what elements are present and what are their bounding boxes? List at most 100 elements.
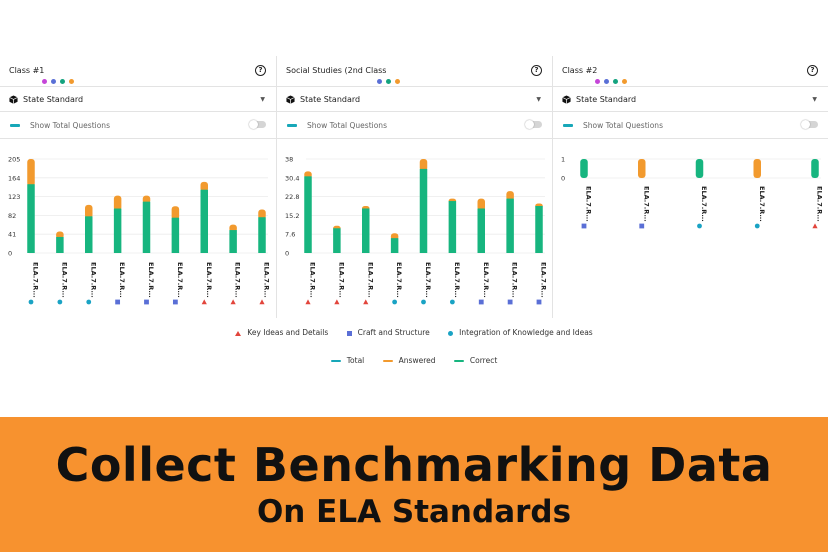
legend-correct[interactable]: Correct	[453, 356, 498, 365]
chevron-down-icon: ▼	[536, 96, 541, 103]
line-icon	[382, 359, 393, 363]
y-tick-label: 30.4	[285, 174, 299, 182]
bar-correct	[448, 201, 457, 253]
line-icon	[453, 359, 464, 363]
bar-answered	[753, 159, 761, 178]
bar-answered	[258, 209, 266, 220]
panel-class-1: Class #1 ? State Standard ▼ Show Total Q…	[0, 56, 277, 318]
class-color-dots	[595, 69, 631, 88]
x-tick-label: ELA.7.R...	[700, 186, 708, 222]
circle-marker	[421, 299, 426, 305]
color-dot	[42, 79, 47, 84]
standard-selector[interactable]: State Standard ▼	[0, 87, 276, 112]
square-marker	[581, 223, 587, 229]
legend-craft-structure[interactable]: Craft and Structure	[346, 328, 430, 337]
triangle-marker	[812, 223, 818, 229]
legend-answered[interactable]: Answered	[382, 356, 436, 365]
help-icon[interactable]: ?	[807, 65, 818, 76]
panel-title: Class #2	[562, 66, 598, 75]
y-tick-label: 0	[285, 250, 289, 258]
panel-header: Class #1 ?	[0, 56, 276, 87]
panel-header: Class #2 ?	[553, 56, 828, 87]
panel-social-studies: Social Studies (2nd Class ? State Standa…	[277, 56, 553, 318]
show-total-toggle[interactable]	[249, 119, 266, 129]
bar-correct	[362, 208, 370, 253]
x-tick-label: ELA.7.R...	[118, 262, 126, 298]
bar-answered	[506, 191, 514, 201]
color-dot	[51, 79, 56, 84]
show-total-toggle[interactable]	[801, 119, 818, 129]
bar-correct	[229, 230, 237, 253]
x-tick-label: ELA.7.R...	[642, 186, 650, 222]
bar-answered	[85, 204, 93, 219]
circle-marker	[392, 299, 398, 305]
legend-total[interactable]: Total	[330, 356, 365, 365]
bar-correct	[811, 159, 819, 178]
chevron-down-icon: ▼	[260, 96, 265, 103]
square-marker	[144, 299, 149, 305]
show-total-toggle[interactable]	[525, 119, 542, 129]
bar-correct	[56, 236, 64, 253]
help-icon[interactable]: ?	[531, 65, 542, 76]
square-marker	[115, 299, 121, 305]
x-tick-label: ELA.7.R...	[234, 262, 242, 298]
legend-label: Total	[346, 356, 365, 365]
color-dot	[395, 79, 400, 84]
bar-correct	[535, 206, 543, 253]
x-tick-label: ELA.7.R...	[263, 262, 271, 298]
bar-correct	[695, 159, 704, 178]
bar-correct	[390, 238, 399, 253]
bar-answered	[477, 198, 485, 211]
line-icon	[330, 359, 341, 363]
toggle-label: Show Total Questions	[30, 121, 110, 130]
panel-title: Social Studies (2nd Class	[286, 66, 387, 75]
banner-subheadline: On ELA Standards	[256, 494, 572, 530]
legend-key-ideas[interactable]: Key Ideas and Details	[235, 328, 328, 337]
cube-icon	[562, 95, 571, 104]
y-tick-label: 0	[561, 175, 565, 183]
bar-chart: 38 30.4 22.8 15.2 7.6 0 ELA.7.R... ELA.7.R... EL…	[285, 156, 548, 305]
color-dot	[595, 79, 600, 84]
total-dash-icon	[563, 124, 573, 127]
square-marker	[172, 299, 178, 305]
y-tick-label: 41	[8, 231, 16, 239]
x-tick-label: ELA.7.R...	[424, 262, 432, 298]
x-tick-label: ELA.7.R...	[511, 262, 519, 298]
bar-correct	[27, 184, 35, 253]
class-color-dots	[377, 69, 404, 88]
toggle-knob	[525, 119, 534, 129]
square-marker	[507, 299, 513, 305]
toggle-row: Show Total Questions	[0, 112, 276, 139]
selector-label: State Standard	[23, 95, 84, 104]
standard-selector[interactable]: State Standard ▼	[277, 87, 552, 112]
x-tick-label: ELA.7.R...	[337, 262, 345, 298]
square-marker	[478, 299, 484, 305]
selector-label: State Standard	[576, 95, 637, 104]
square-icon	[346, 330, 352, 336]
x-tick-label: ELA.7.R...	[60, 262, 68, 298]
circle-marker	[449, 299, 455, 305]
banner-headline: Collect Benchmarking Data	[55, 438, 773, 492]
x-tick-label: ELA.7.R...	[176, 262, 184, 298]
help-icon[interactable]: ?	[255, 65, 266, 76]
x-tick-label: ELA.7.R...	[585, 186, 593, 222]
color-dot	[622, 79, 627, 84]
square-marker	[536, 299, 542, 305]
legend-integration[interactable]: Integration of Knowledge and Ideas	[448, 328, 593, 337]
bar-correct	[85, 216, 93, 253]
category-legend: Key Ideas and Details Craft and Structur…	[0, 328, 828, 337]
toggle-row: Show Total Questions	[277, 112, 552, 139]
bar-correct	[142, 201, 151, 253]
toggle-row: Show Total Questions	[553, 112, 828, 139]
standard-selector[interactable]: State Standard ▼	[553, 87, 828, 112]
bar-answered	[113, 195, 122, 211]
chevron-down-icon: ▼	[812, 96, 817, 103]
legend-label: Integration of Knowledge and Ideas	[459, 328, 593, 337]
circle-marker	[697, 223, 702, 229]
bar-answered	[419, 159, 428, 171]
y-tick-label: 164	[8, 174, 20, 182]
x-tick-label: ELA.7.R...	[758, 186, 766, 222]
x-tick-label: ELA.7.R...	[395, 262, 403, 298]
legend-label: Answered	[398, 356, 436, 365]
legend-label: Correct	[469, 356, 498, 365]
